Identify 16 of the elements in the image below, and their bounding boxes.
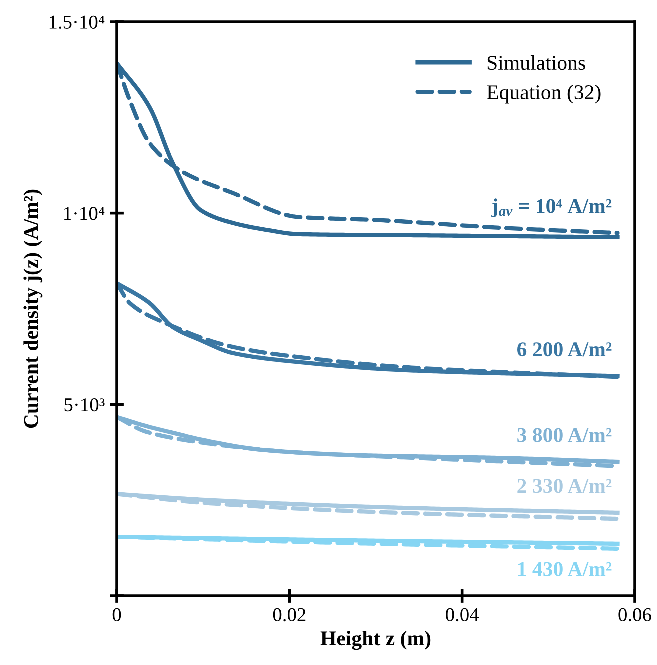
legend-label: Equation (32) <box>487 84 601 104</box>
annotation: 2 330 A/m² <box>518 479 612 494</box>
x-axis-title: Height z (m) <box>320 630 431 650</box>
x-tick-label: 0 <box>112 608 122 622</box>
annotation: 3 800 A/m² <box>518 428 612 442</box>
legend-label: Simulations <box>488 55 586 70</box>
y-tick-label: 1·10⁴ <box>64 207 105 220</box>
y-tick-label: 1.5·10⁴ <box>50 16 105 30</box>
annotation: j$_{av}$ = 10⁴ A/m² <box>492 198 612 218</box>
annotation: 1 430 A/m² <box>518 562 612 576</box>
x-tick-label: 0.06 <box>618 608 652 622</box>
x-tick-label: 0.02 <box>273 608 306 622</box>
x-tick-label: 0.04 <box>446 608 480 622</box>
annotation: 6 200 A/m² <box>518 342 612 357</box>
y-tick-label: 5·10³ <box>64 398 105 412</box>
y-axis-title: Current density j(z) (A/m²) <box>24 190 43 428</box>
